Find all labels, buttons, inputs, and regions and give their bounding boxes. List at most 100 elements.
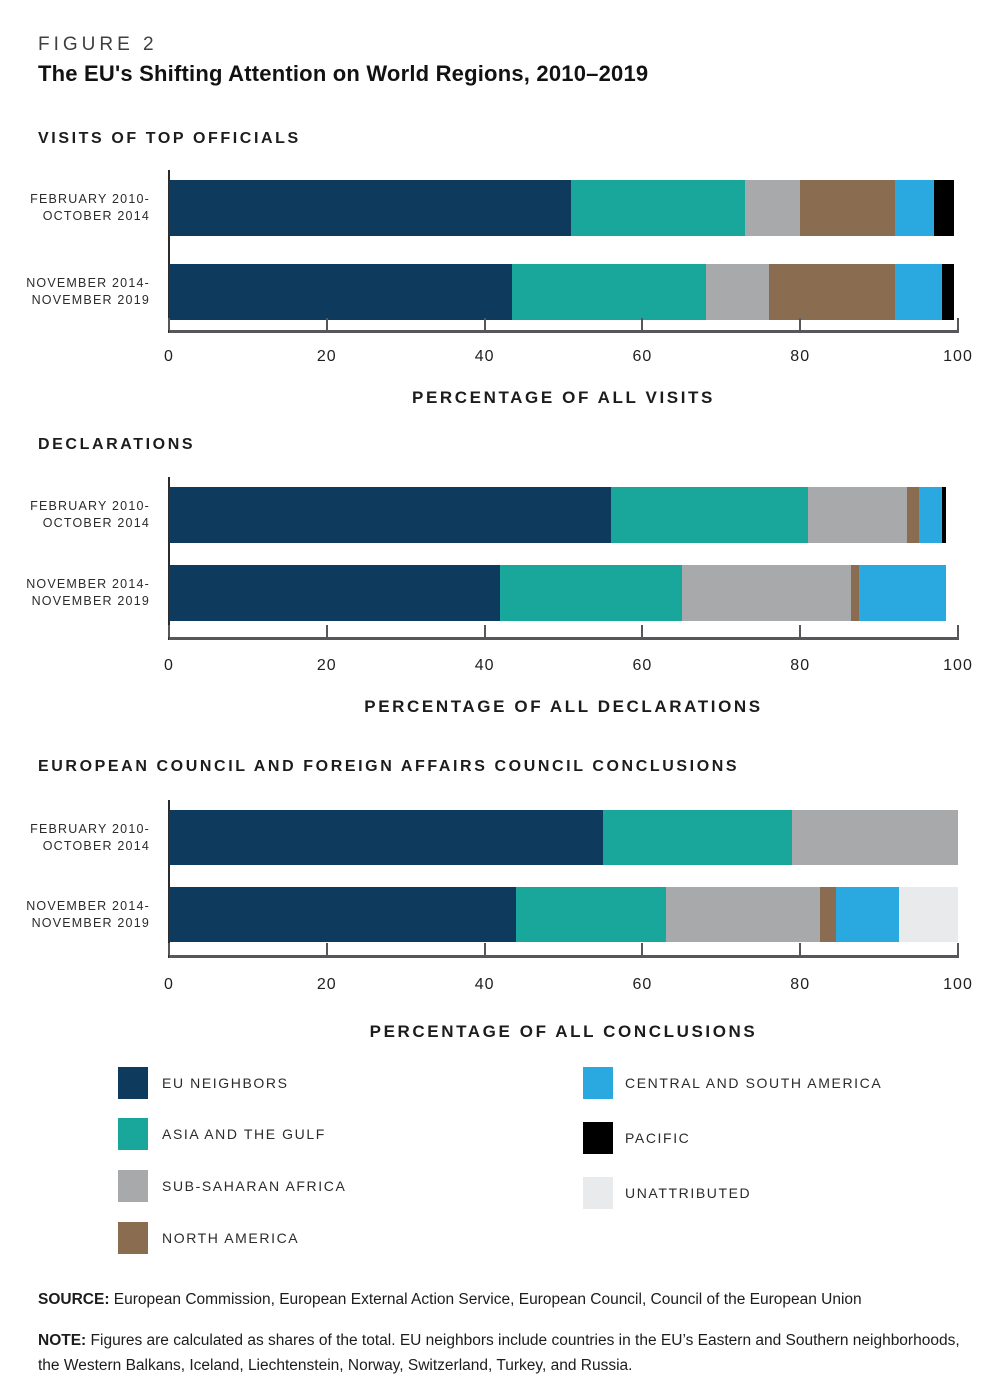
tick-label: 40: [474, 657, 495, 674]
bar-segment-north-america: [906, 487, 919, 543]
category-label-line: OCTOBER 2014: [42, 838, 150, 853]
figure-label: FIGURE 2: [38, 34, 158, 55]
axis-tick: [957, 318, 959, 330]
axis-tick: [483, 625, 486, 637]
axis-tick: [168, 318, 170, 330]
legend-label: SUB-SAHARAN AFRICA: [162, 1178, 347, 1194]
category-label-line: OCTOBER 2014: [42, 516, 150, 530]
bar-segment-eu-neighbors: [169, 565, 501, 621]
bar-segment-asia-and-the-gulf: [516, 887, 667, 942]
axis-tick: [641, 318, 644, 330]
axis-tick: [641, 943, 644, 955]
bar-segment-pacific: [934, 180, 954, 236]
bar-segment-asia-and-the-gulf: [571, 180, 745, 236]
axis-tick: [168, 943, 170, 955]
tick-label: 80: [790, 657, 811, 674]
x-axis-title: PERCENTAGE OF ALL CONCLUSIONS: [369, 1022, 758, 1041]
axis-tick: [641, 625, 644, 637]
bar-segment-sub-saharan-africa: [666, 887, 820, 942]
x-axis: [169, 330, 959, 333]
legend-swatch: [118, 1222, 148, 1254]
source-label: SOURCE:: [38, 1290, 110, 1308]
bar-row: [169, 887, 958, 942]
bar-segment-sub-saharan-africa: [744, 180, 801, 236]
category-label: FEBRUARY 2010- OCTOBER 2014: [0, 498, 150, 532]
tick-label: 60: [632, 657, 653, 674]
bar-row: [169, 810, 958, 865]
bar-segment-central-and-south-america: [894, 180, 935, 236]
section-title: VISITS OF TOP OFFICIALS: [38, 130, 301, 147]
category-label: NOVEMBER 2014- NOVEMBER 2019: [0, 898, 150, 932]
tick-label: 40: [474, 976, 495, 993]
bar-segment-central-and-south-america: [894, 264, 943, 320]
bar-segment-eu-neighbors: [169, 180, 572, 236]
axis-tick: [325, 318, 328, 330]
tick-label: 40: [474, 348, 495, 365]
bar-segment-eu-neighbors: [169, 264, 513, 320]
tick-label: 20: [316, 657, 337, 674]
tick-label: 20: [316, 976, 337, 993]
y-axis-line: [168, 170, 170, 333]
tick-label: 100: [943, 348, 973, 365]
tick-label: 60: [632, 976, 653, 993]
tick-label: 80: [790, 348, 811, 365]
bar-segment-sub-saharan-africa: [808, 487, 907, 543]
legend-label: ASIA AND THE GULF: [162, 1126, 326, 1142]
bar-segment-unattributed: [898, 887, 958, 942]
category-label-line: NOVEMBER 2019: [31, 293, 150, 307]
x-axis: [169, 637, 959, 640]
tick-label: 0: [164, 976, 174, 993]
legend-swatch: [583, 1067, 613, 1099]
bar-segment-north-america: [768, 264, 895, 320]
legend-swatch: [118, 1067, 148, 1099]
bar-segment-asia-and-the-gulf: [610, 487, 809, 543]
category-label-line: NOVEMBER 2019: [31, 915, 150, 930]
category-label-line: OCTOBER 2014: [42, 209, 150, 223]
axis-tick: [325, 943, 328, 955]
legend-label: EU NEIGHBORS: [162, 1075, 289, 1091]
bar-row: [169, 180, 958, 236]
bar-segment-asia-and-the-gulf: [512, 264, 706, 320]
source-text: SOURCE: European Commission, European Ex…: [38, 1290, 862, 1308]
bar-row: [169, 264, 958, 320]
bar-segment-sub-saharan-africa: [792, 810, 958, 865]
category-label-line: NOVEMBER 2014-: [26, 898, 150, 913]
bar-segment-asia-and-the-gulf: [500, 565, 682, 621]
legend-swatch: [118, 1170, 148, 1202]
bar-segment-eu-neighbors: [169, 487, 611, 543]
bar-segment-sub-saharan-africa: [705, 264, 769, 320]
note-text: NOTE: Figures are calculated as shares o…: [38, 1331, 960, 1374]
bar-segment-asia-and-the-gulf: [602, 810, 793, 865]
tick-label: 20: [316, 348, 337, 365]
axis-tick: [325, 625, 328, 637]
axis-tick: [799, 318, 802, 330]
tick-label: 0: [164, 348, 174, 365]
tick-label: 60: [632, 348, 653, 365]
legend-swatch: [583, 1122, 613, 1154]
category-label: NOVEMBER 2014- NOVEMBER 2019: [0, 576, 150, 610]
y-axis-line: [168, 477, 170, 640]
bar-segment-north-america: [851, 565, 860, 621]
legend-swatch: [583, 1177, 613, 1209]
bar-segment-eu-neighbors: [169, 887, 517, 942]
category-label-line: NOVEMBER 2014-: [26, 276, 150, 290]
legend-label: NORTH AMERICA: [162, 1230, 300, 1246]
y-axis-line: [168, 800, 170, 958]
bar-segment-sub-saharan-africa: [681, 565, 852, 621]
axis-tick: [799, 625, 802, 637]
legend-label: UNATTRIBUTED: [625, 1185, 752, 1201]
category-label-line: NOVEMBER 2014-: [26, 577, 150, 591]
x-axis-title: PERCENTAGE OF ALL DECLARATIONS: [364, 697, 763, 716]
axis-tick: [483, 318, 486, 330]
category-label-line: FEBRUARY 2010-: [30, 821, 150, 836]
axis-tick: [957, 943, 959, 955]
bar-row: [169, 487, 958, 543]
bar-segment-central-and-south-america: [859, 565, 947, 621]
x-axis: [169, 955, 959, 958]
bar-segment-eu-neighbors: [169, 810, 603, 865]
bar-segment-central-and-south-america: [918, 487, 943, 543]
note-label: NOTE:: [38, 1331, 87, 1349]
bar-segment-pacific: [942, 264, 954, 320]
axis-tick: [483, 943, 486, 955]
